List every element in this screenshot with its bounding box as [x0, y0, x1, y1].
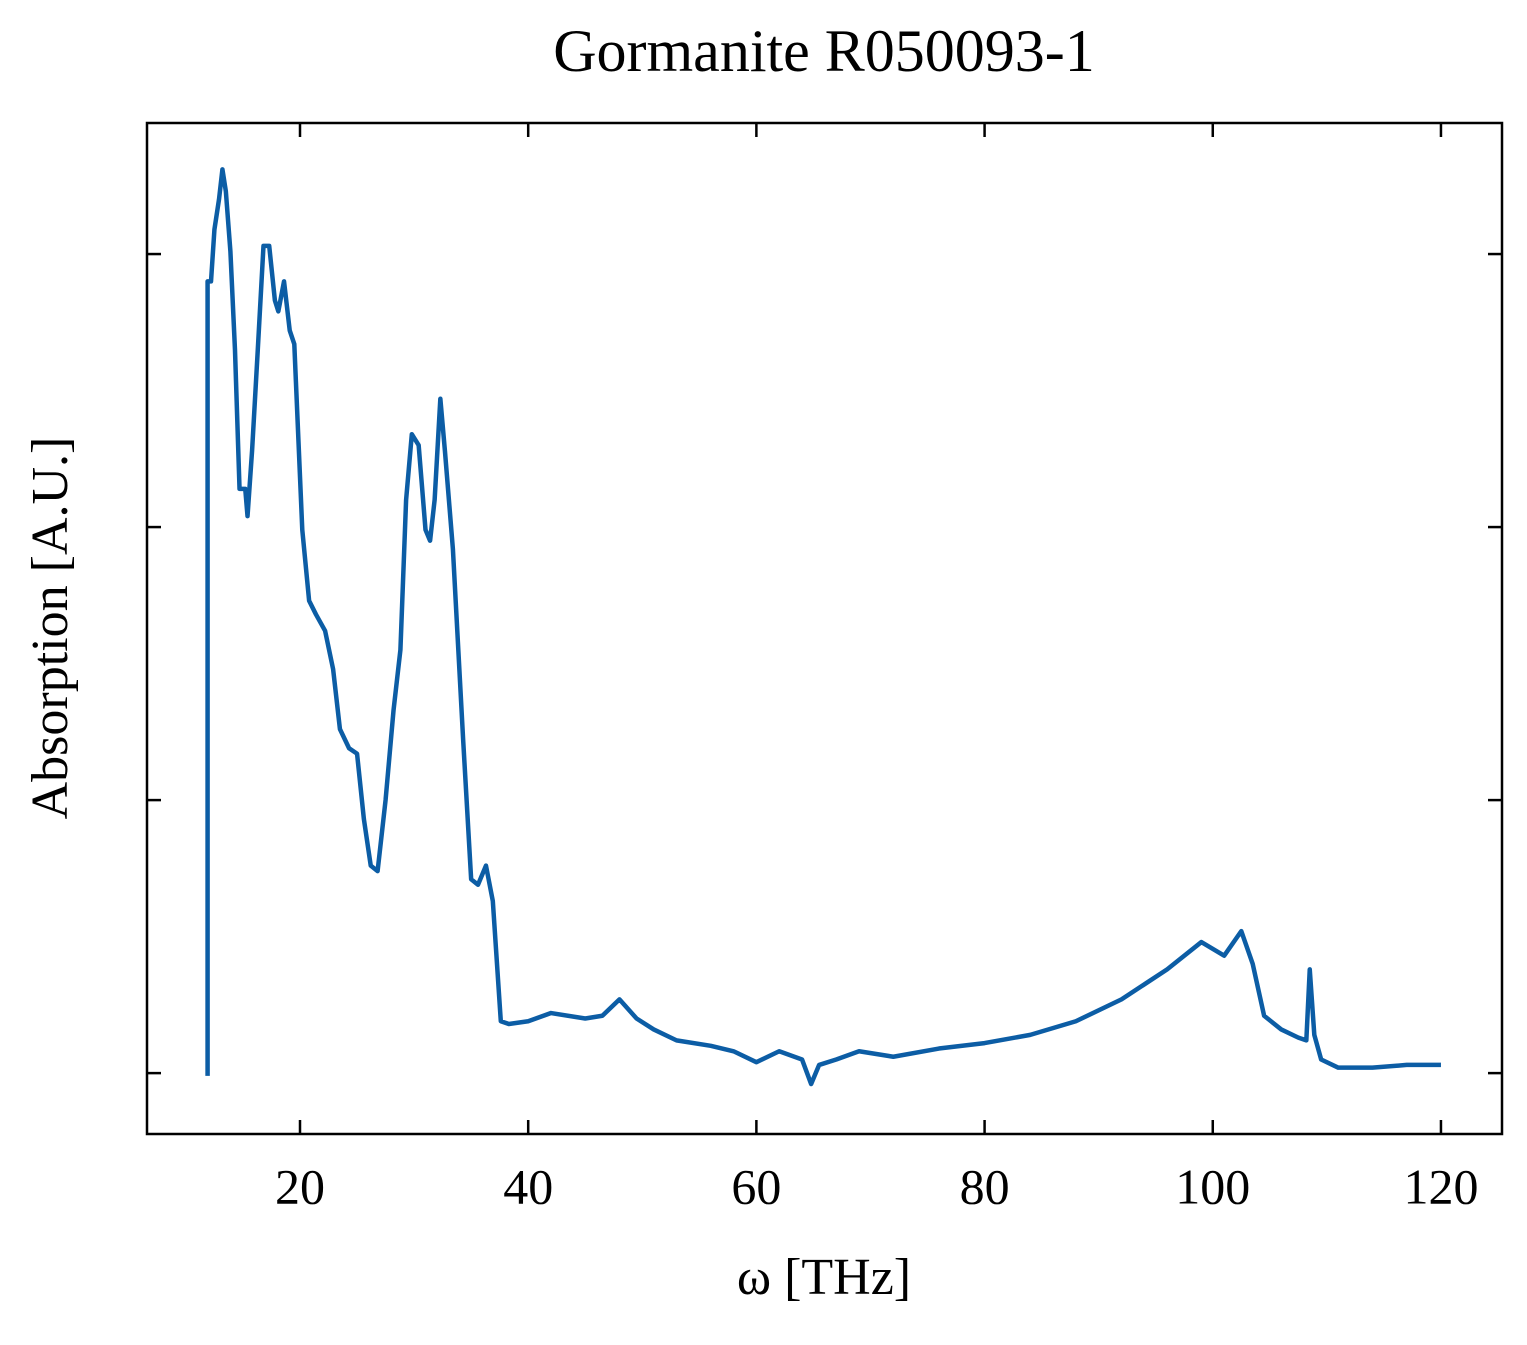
x-tick-label: 120: [1403, 1158, 1478, 1214]
plot-frame: [145, 121, 1504, 1136]
x-tick-label: 40: [503, 1158, 553, 1214]
chart-title: Gormanite R050093-1: [553, 18, 1095, 84]
x-tick-label: 100: [1175, 1158, 1250, 1214]
x-tick-label: 80: [960, 1158, 1010, 1214]
y-axis-label: Absorption [A.U.]: [22, 437, 79, 820]
x-tick-label: 20: [275, 1158, 325, 1214]
x-axis-label: ω [THz]: [737, 1249, 911, 1306]
data-line: [205, 167, 1441, 1087]
x-tick-label: 60: [731, 1158, 781, 1214]
